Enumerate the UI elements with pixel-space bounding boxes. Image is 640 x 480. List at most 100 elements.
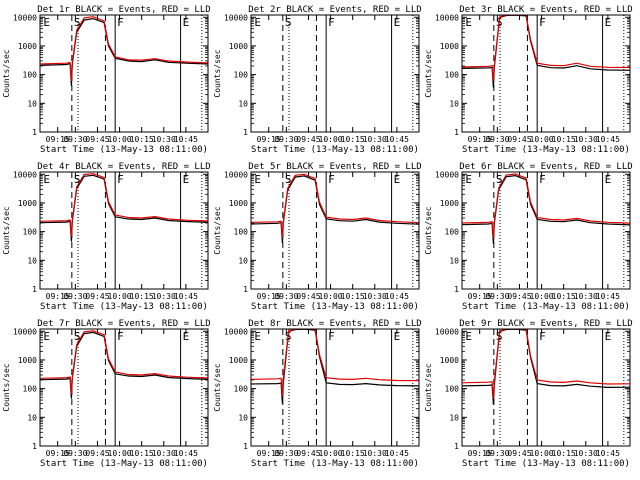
y-axis-label: Counts/sec xyxy=(213,363,222,411)
plot-frame xyxy=(250,328,420,447)
x-tick-label: 09:15 xyxy=(257,292,281,301)
series-lld-line xyxy=(40,173,208,238)
x-tick-label: 10:30 xyxy=(574,449,598,458)
panel-title: Det 6r BLACK = Events, RED = LLD xyxy=(459,162,632,172)
x-axis-label: Start Time (13-May-13 08:11:00) xyxy=(40,459,208,469)
y-tick-label: 100 xyxy=(23,71,38,80)
marker-letter: F xyxy=(328,330,335,343)
x-axis-label: Start Time (13-May-13 08:11:00) xyxy=(40,302,208,312)
x-tick-label: 09:45 xyxy=(507,449,531,458)
x-tick-label: 10:00 xyxy=(530,135,554,144)
x-tick-label: 09:30 xyxy=(485,135,509,144)
y-tick-label: 10 xyxy=(449,99,459,108)
x-tick-label: 10:45 xyxy=(385,135,409,144)
x-tick-label: 09:15 xyxy=(46,449,70,458)
plot-frame xyxy=(39,328,209,447)
marker-letter: S xyxy=(74,330,81,343)
marker-letter: E xyxy=(183,330,190,343)
x-axis-label: Start Time (13-May-13 08:11:00) xyxy=(462,459,630,469)
x-tick-label: 09:45 xyxy=(296,292,320,301)
y-tick-label: 1 xyxy=(243,442,248,451)
y-tick-label: 10 xyxy=(27,256,37,265)
y-axis-label: Counts/sec xyxy=(424,363,433,411)
y-tick-label: 10000 xyxy=(224,13,248,22)
y-tick-label: 1 xyxy=(243,285,248,294)
y-tick-label: 1 xyxy=(454,128,459,137)
marker-letter: E xyxy=(183,173,190,186)
y-tick-label: 1 xyxy=(454,285,459,294)
x-tick-label: 09:45 xyxy=(85,449,109,458)
marker-letter: F xyxy=(539,16,546,29)
marker-letter: E xyxy=(43,173,50,186)
x-tick-label: 09:15 xyxy=(468,135,492,144)
panel-det-8r: Det 8r BLACK = Events, RED = LLD 1 10 100 10… xyxy=(213,319,422,469)
x-tick-label: 09:45 xyxy=(507,135,531,144)
x-tick-label: 09:30 xyxy=(63,292,87,301)
x-tick-label: 10:30 xyxy=(363,135,387,144)
x-tick-label: 10:30 xyxy=(363,292,387,301)
panel-title: Det 8r BLACK = Events, RED = LLD xyxy=(248,319,421,329)
y-tick-label: 100 xyxy=(234,385,249,394)
x-tick-label: 09:15 xyxy=(46,135,70,144)
x-tick-label: 09:30 xyxy=(274,135,298,144)
marker-letter: F xyxy=(539,173,546,186)
y-tick-label: 1000 xyxy=(440,356,459,365)
y-tick-label: 10 xyxy=(238,99,248,108)
x-axis-label: Start Time (13-May-13 08:11:00) xyxy=(40,145,208,155)
x-tick-label: 09:30 xyxy=(485,449,509,458)
plot-frame xyxy=(461,171,631,290)
y-tick-label: 1 xyxy=(32,285,37,294)
panel-title: Det 7r BLACK = Events, RED = LLD xyxy=(37,319,210,329)
x-tick-label: 09:15 xyxy=(46,292,70,301)
marker-letter: E xyxy=(465,173,472,186)
y-tick-label: 1000 xyxy=(229,199,248,208)
x-tick-label: 10:45 xyxy=(596,449,620,458)
x-tick-label: 09:45 xyxy=(296,135,320,144)
y-tick-label: 1 xyxy=(243,128,248,137)
marker-letter: S xyxy=(285,16,292,29)
marker-letter: F xyxy=(117,173,124,186)
y-tick-label: 10000 xyxy=(13,170,37,179)
marker-letter: E xyxy=(394,173,401,186)
marker-letter: F xyxy=(328,16,335,29)
panel-det-3r: Det 3r BLACK = Events, RED = LLD 1 10 100 10… xyxy=(424,5,633,155)
marker-letter: S xyxy=(74,16,81,29)
y-tick-label: 10 xyxy=(238,413,248,422)
x-tick-label: 10:00 xyxy=(530,449,554,458)
marker-letter: E xyxy=(183,16,190,29)
x-tick-label: 09:15 xyxy=(468,292,492,301)
marker-letter: F xyxy=(539,330,546,343)
x-tick-label: 09:45 xyxy=(507,292,531,301)
y-axis-label: Counts/sec xyxy=(213,49,222,97)
x-axis-label: Start Time (13-May-13 08:11:00) xyxy=(251,145,419,155)
marker-letter: E xyxy=(43,330,50,343)
x-tick-label: 10:00 xyxy=(108,292,132,301)
plot-frame xyxy=(39,14,209,133)
y-tick-label: 100 xyxy=(23,228,38,237)
y-tick-label: 10 xyxy=(449,256,459,265)
x-tick-label: 09:45 xyxy=(296,449,320,458)
marker-letter: S xyxy=(285,173,292,186)
x-tick-label: 10:15 xyxy=(130,449,154,458)
x-tick-label: 09:30 xyxy=(63,449,87,458)
y-tick-label: 10 xyxy=(27,99,37,108)
panel-title: Det 9r BLACK = Events, RED = LLD xyxy=(459,319,632,329)
x-tick-label: 09:15 xyxy=(257,449,281,458)
marker-letter: E xyxy=(605,16,612,29)
y-axis-label: Counts/sec xyxy=(424,206,433,254)
marker-letter: E xyxy=(254,173,261,186)
marker-letter: F xyxy=(328,173,335,186)
y-axis-label: Counts/sec xyxy=(424,49,433,97)
marker-letter: S xyxy=(74,173,81,186)
x-axis-label: Start Time (13-May-13 08:11:00) xyxy=(462,302,630,312)
marker-letter: E xyxy=(394,16,401,29)
y-tick-label: 100 xyxy=(23,385,38,394)
x-tick-label: 10:45 xyxy=(174,135,198,144)
marker-letter: E xyxy=(605,330,612,343)
panel-det-4r: Det 4r BLACK = Events, RED = LLD 1 10 100 10… xyxy=(2,162,211,312)
series-lld-line xyxy=(462,173,630,239)
x-tick-label: 10:00 xyxy=(108,449,132,458)
x-tick-label: 10:30 xyxy=(574,135,598,144)
panel-det-6r: Det 6r BLACK = Events, RED = LLD 1 10 100 10… xyxy=(424,162,633,312)
